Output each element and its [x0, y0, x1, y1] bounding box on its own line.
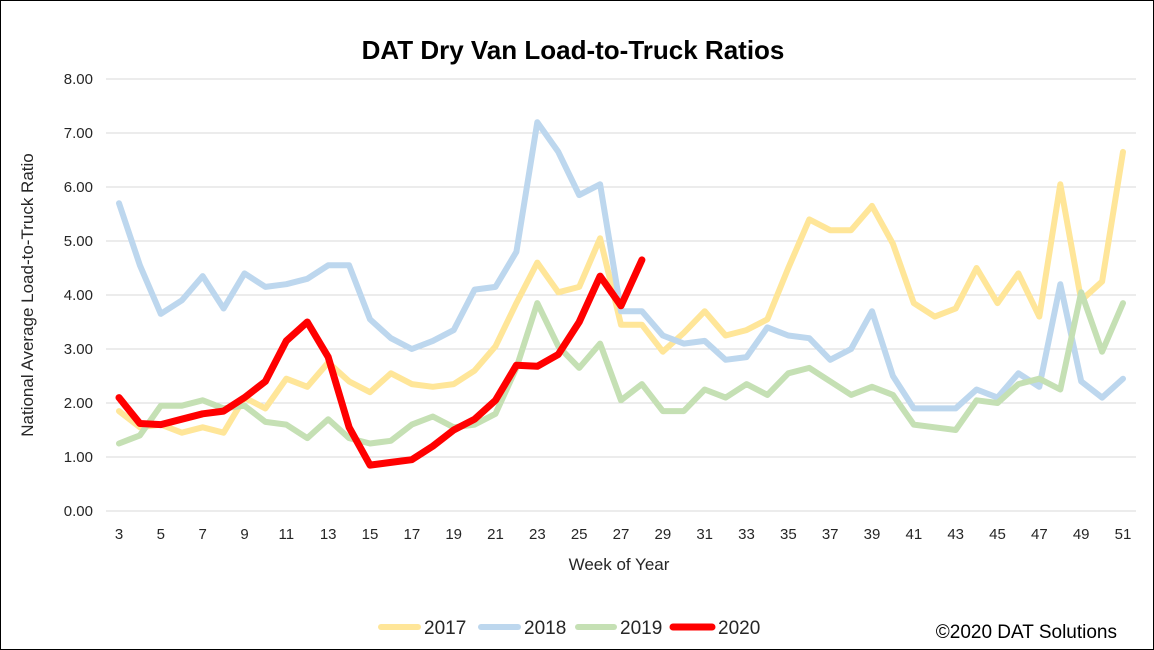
x-axis-label: Week of Year: [569, 555, 670, 574]
series-line-2020: [115, 256, 646, 469]
x-tick-label: 13: [320, 526, 337, 543]
x-tick-label: 23: [529, 526, 546, 543]
legend-item-2019: 2019: [575, 618, 662, 639]
x-tick-label: 51: [1115, 526, 1132, 543]
legend-label: 2020: [718, 618, 760, 639]
x-tick-label: 41: [905, 526, 922, 543]
x-tick-label: 25: [571, 526, 588, 543]
x-tick-label: 37: [822, 526, 839, 543]
legend-label: 2017: [424, 618, 466, 639]
y-tick-label: 8.00: [64, 71, 93, 88]
x-tick-label: 27: [613, 526, 630, 543]
series-2018: [116, 119, 1126, 412]
x-tick-label: 19: [445, 526, 462, 543]
y-tick-label: 6.00: [64, 179, 93, 196]
series-2020: [115, 256, 646, 469]
y-tick-label: 5.00: [64, 233, 93, 250]
y-tick-label: 7.00: [64, 125, 93, 142]
x-tick-label: 15: [362, 526, 379, 543]
x-tick-label: 47: [1031, 526, 1048, 543]
x-tick-label: 49: [1073, 526, 1090, 543]
y-tick-label: 3.00: [64, 341, 93, 358]
x-tick-label: 21: [487, 526, 504, 543]
copyright-credit: ©2020 DAT Solutions: [936, 622, 1117, 643]
x-tick-label: 7: [198, 526, 206, 543]
x-tick-label: 17: [403, 526, 420, 543]
x-tick-label: 5: [157, 526, 165, 543]
legend: 2017 2018 2019 2020: [378, 618, 760, 639]
legend-label: 2018: [524, 618, 566, 639]
series-line-2018: [116, 119, 1126, 412]
legend-item-2017: 2017: [378, 618, 466, 639]
legend-item-2018: 2018: [478, 618, 566, 639]
x-tick-label: 39: [864, 526, 881, 543]
x-tick-label: 9: [240, 526, 248, 543]
chart-title: DAT Dry Van Load-to-Truck Ratios: [362, 35, 785, 65]
y-axis-label: National Average Load-to-Truck Ratio: [18, 153, 37, 437]
series-lines: [115, 119, 1126, 469]
x-tick-label: 29: [654, 526, 671, 543]
x-tick-label: 3: [115, 526, 123, 543]
legend-label: 2019: [620, 618, 662, 639]
x-tick-label: 11: [279, 526, 295, 543]
y-tick-label: 4.00: [64, 287, 93, 304]
legend-item-2020: 2020: [669, 618, 760, 639]
x-tick-label: 31: [696, 526, 713, 543]
x-axis-ticks: 3 5 7 9 11 13 15 17 19 21 23 25 27 29 31 33 35 37 39 41 43 45…: [115, 526, 1132, 543]
x-tick-label: 35: [780, 526, 797, 543]
x-tick-label: 33: [738, 526, 755, 543]
y-tick-label: 1.00: [64, 449, 93, 466]
y-axis-ticks: 0.00 1.00 2.00 3.00 4.00 5.00 6.00 7.00 8.00: [64, 71, 93, 520]
x-tick-label: 45: [989, 526, 1006, 543]
series-2017: [116, 148, 1126, 436]
y-tick-label: 2.00: [64, 395, 93, 412]
x-tick-label: 43: [947, 526, 964, 543]
y-tick-label: 0.00: [64, 503, 93, 520]
